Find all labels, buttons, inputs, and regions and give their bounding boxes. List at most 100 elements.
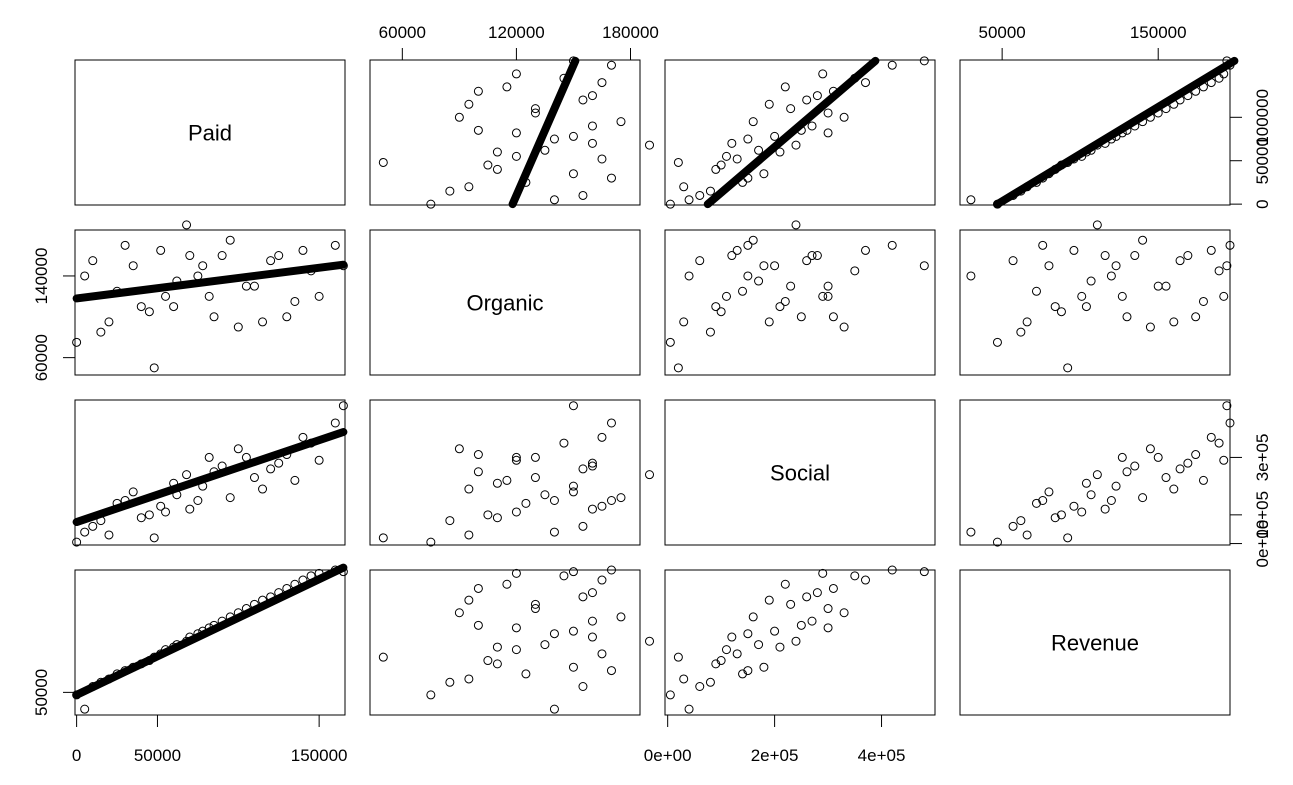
point-paid-vs-organic [464,99,474,109]
point-paid-vs-organic [597,154,607,164]
point-revenue-vs-organic [587,632,597,642]
point-organic-vs-revenue [1138,235,1148,245]
point-paid-vs-organic [511,128,521,138]
point-social-vs-organic [606,418,616,428]
point-social-vs-organic [511,455,521,465]
point-organic-vs-social [770,261,780,271]
point-revenue-vs-social [748,612,758,622]
point-social-vs-organic [559,438,569,448]
point-social-vs-organic [492,513,502,523]
point-social-vs-paid [182,470,192,480]
point-revenue-vs-social [754,640,764,650]
point-organic-vs-social [823,291,833,301]
point-organic-vs-social [695,256,705,266]
panel-organic-vs-paid [74,229,346,376]
point-social-vs-organic [454,444,464,454]
point-paid-vs-organic [426,199,436,209]
point-social-vs-organic [473,467,483,477]
point-organic-vs-paid [209,312,219,322]
point-organic-vs-paid [185,251,195,261]
point-paid-vs-organic [578,95,588,105]
point-social-vs-revenue [1183,458,1193,468]
point-organic-vs-revenue [1056,307,1066,317]
tick-label-bottom-social: 4e+05 [858,746,906,765]
point-social-vs-paid [249,473,259,483]
point-organic-vs-social [738,286,748,296]
point-social-vs-paid [233,444,243,454]
point-organic-vs-paid [120,240,130,250]
point-revenue-vs-social [727,632,737,642]
point-organic-vs-revenue [1122,312,1132,322]
point-revenue-vs-organic [597,649,607,659]
point-revenue-vs-organic [511,568,521,578]
point-social-vs-paid [72,537,82,547]
point-revenue-vs-organic [587,588,597,598]
tick-label-right-social: 0e+00 [1253,520,1272,568]
point-social-vs-revenue [1191,450,1201,460]
point-revenue-vs-organic [445,677,455,687]
point-organic-vs-paid [330,240,340,250]
point-organic-vs-revenue [1161,281,1171,291]
point-organic-vs-revenue [1106,271,1116,281]
point-revenue-vs-social [828,583,838,593]
point-paid-vs-social [786,104,796,114]
point-paid-vs-organic [473,125,483,135]
point-revenue-vs-organic [492,642,502,652]
point-organic-vs-social [786,281,796,291]
point-social-vs-revenue [1050,513,1060,523]
point-social-vs-organic [378,533,388,543]
point-social-vs-organic [473,450,483,460]
point-revenue-vs-organic [483,656,493,666]
panel-organic-vs-organic [369,229,641,376]
point-organic-vs-revenue [1086,276,1096,286]
point-paid-vs-organic [568,169,578,179]
point-revenue-vs-social [860,575,870,585]
point-organic-vs-social [759,261,769,271]
point-organic-vs-social [743,271,753,281]
point-paid-vs-social [695,190,705,200]
point-social-vs-revenue [1175,464,1185,474]
point-organic-vs-revenue [1050,302,1060,312]
point-organic-vs-revenue [1016,327,1026,337]
panel-paid-vs-social [664,59,936,206]
point-organic-vs-revenue [1183,251,1193,261]
point-social-vs-organic [616,493,626,503]
point-revenue-vs-social [823,623,833,633]
point-paid-vs-revenue [966,195,976,205]
point-social-vs-revenue [1225,418,1235,428]
point-revenue-vs-social [887,565,897,575]
point-social-vs-organic [521,498,531,508]
point-revenue-vs-social [665,690,675,700]
point-social-vs-organic [483,510,493,520]
point-social-vs-paid [185,504,195,514]
point-paid-vs-social [812,91,822,101]
point-revenue-vs-social [850,571,860,581]
point-social-vs-organic [606,495,616,505]
tick-label-left-revenue: 50000 [32,669,51,716]
fitted-line-organic-vs-paid [72,260,348,303]
point-revenue-vs-organic [521,669,531,679]
point-organic-vs-social [796,312,806,322]
point-social-vs-organic [587,458,597,468]
point-social-vs-paid [314,455,324,465]
point-organic-vs-social [716,307,726,317]
point-revenue-vs-organic [587,616,597,626]
point-revenue-vs-organic [578,682,588,692]
point-organic-vs-paid [204,291,214,301]
point-revenue-vs-organic [511,645,521,655]
point-paid-vs-organic [616,117,626,127]
point-organic-vs-social [828,312,838,322]
point-organic-vs-paid [298,245,308,255]
point-social-vs-revenue [1198,475,1208,485]
point-social-vs-paid [149,533,159,543]
point-paid-vs-organic [511,151,521,161]
point-organic-vs-revenue [1222,261,1232,271]
point-social-vs-paid [274,458,284,468]
point-revenue-vs-organic [568,662,578,672]
point-revenue-vs-social [673,652,683,662]
point-social-vs-revenue [1086,490,1096,500]
point-social-vs-revenue [1222,401,1232,411]
point-social-vs-revenue [1130,461,1140,471]
point-social-vs-paid [104,530,114,540]
point-organic-vs-social [802,256,812,266]
